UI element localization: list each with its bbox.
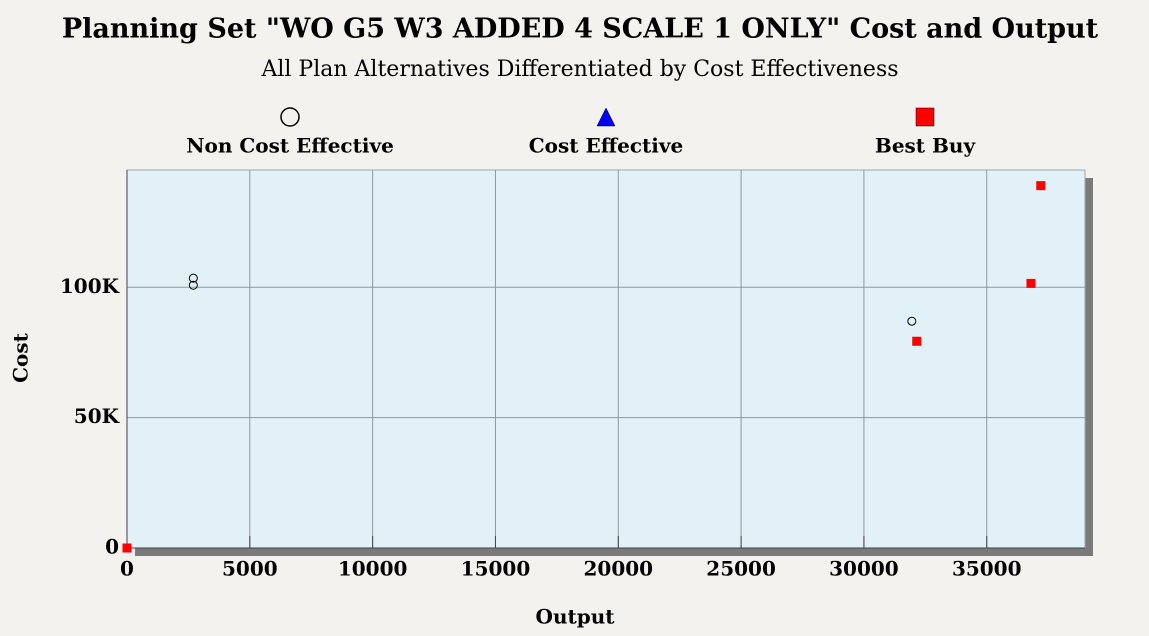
legend-marker [280, 107, 300, 127]
y-tick-label: 0 [105, 535, 119, 559]
x-tick-label: 30000 [829, 557, 899, 581]
legend-marker [596, 107, 616, 127]
legend-label: Cost Effective [529, 134, 683, 158]
legend-marker [915, 107, 935, 127]
y-axis-label: Cost [9, 332, 33, 383]
x-tick-label: 25000 [706, 557, 776, 581]
y-tick-label: 50K [74, 404, 120, 428]
x-tick-label: 0 [120, 557, 134, 581]
x-tick-label: 35000 [952, 557, 1022, 581]
chart-subtitle: All Plan Alternatives Differentiated by … [260, 57, 898, 82]
legend-label: Non Cost Effective [186, 134, 394, 158]
x-tick-label: 15000 [461, 557, 531, 581]
circle-marker [188, 273, 198, 283]
plot-area [126, 169, 1086, 549]
x-tick-label: 5000 [222, 557, 278, 581]
y-tick-label: 100K [60, 274, 120, 298]
x-tick-label: 20000 [583, 557, 653, 581]
square-marker [912, 336, 922, 346]
legend-label: Best Buy [875, 134, 977, 158]
square-marker [122, 543, 132, 553]
chart-title: Planning Set "WO G5 W3 ADDED 4 SCALE 1 O… [62, 14, 1099, 45]
square-marker [1036, 181, 1046, 191]
x-tick-label: 10000 [338, 557, 408, 581]
circle-marker [907, 316, 917, 326]
circle-marker [188, 280, 198, 290]
square-marker [1026, 278, 1036, 288]
x-axis-label: Output [536, 605, 616, 629]
